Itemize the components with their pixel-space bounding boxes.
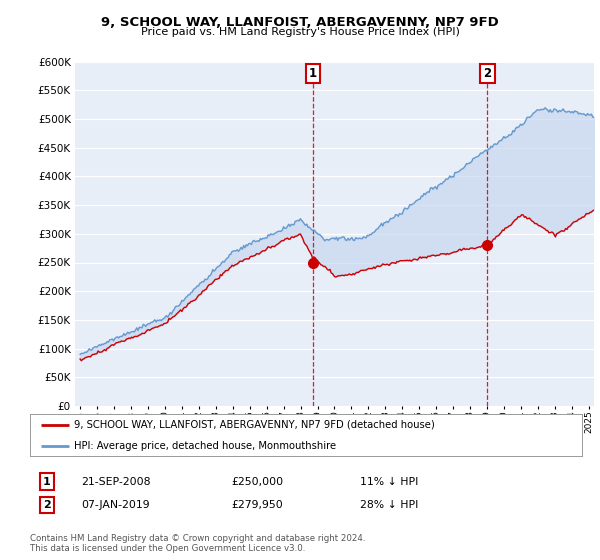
Text: 9, SCHOOL WAY, LLANFOIST, ABERGAVENNY, NP7 9FD: 9, SCHOOL WAY, LLANFOIST, ABERGAVENNY, N… bbox=[101, 16, 499, 29]
Text: £250,000: £250,000 bbox=[231, 477, 283, 487]
Text: HPI: Average price, detached house, Monmouthshire: HPI: Average price, detached house, Monm… bbox=[74, 441, 336, 451]
Text: 21-SEP-2008: 21-SEP-2008 bbox=[81, 477, 151, 487]
Text: 2: 2 bbox=[43, 500, 50, 510]
Text: 1: 1 bbox=[309, 67, 317, 80]
Text: 11% ↓ HPI: 11% ↓ HPI bbox=[360, 477, 418, 487]
Text: 07-JAN-2019: 07-JAN-2019 bbox=[81, 500, 149, 510]
Text: 1: 1 bbox=[43, 477, 50, 487]
Text: 9, SCHOOL WAY, LLANFOIST, ABERGAVENNY, NP7 9FD (detached house): 9, SCHOOL WAY, LLANFOIST, ABERGAVENNY, N… bbox=[74, 420, 435, 430]
Text: £279,950: £279,950 bbox=[231, 500, 283, 510]
Text: 28% ↓ HPI: 28% ↓ HPI bbox=[360, 500, 418, 510]
Text: Contains HM Land Registry data © Crown copyright and database right 2024.
This d: Contains HM Land Registry data © Crown c… bbox=[30, 534, 365, 553]
Text: Price paid vs. HM Land Registry's House Price Index (HPI): Price paid vs. HM Land Registry's House … bbox=[140, 27, 460, 37]
Text: 2: 2 bbox=[484, 67, 491, 80]
